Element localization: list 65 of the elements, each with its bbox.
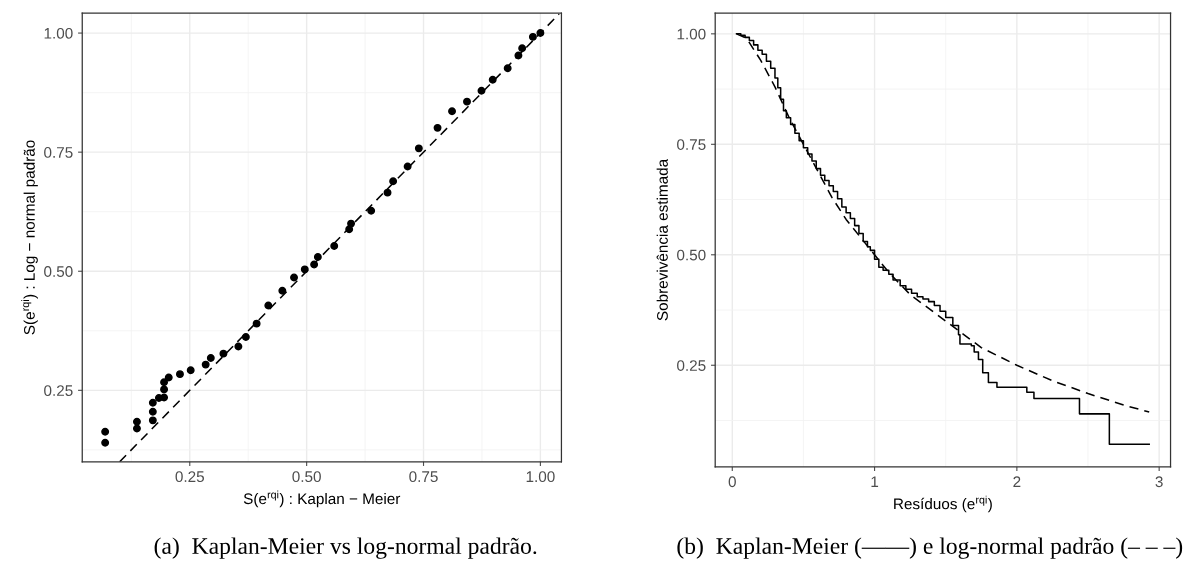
point xyxy=(518,44,527,53)
x-tick-label: 0.75 xyxy=(409,471,438,483)
text: (a) Kaplan-Meier vs log-normal padrão. xyxy=(154,537,537,559)
point xyxy=(367,206,376,215)
point xyxy=(383,188,392,197)
point xyxy=(264,301,273,310)
point xyxy=(241,333,250,341)
point xyxy=(313,253,322,261)
x-tick-label: 0 xyxy=(728,476,736,488)
y-tick-label: 1.00 xyxy=(677,28,706,40)
point xyxy=(176,370,184,379)
point xyxy=(278,286,287,295)
y-axis-title: S(e$^{rqi}$) : Log − normal padrão xyxy=(21,140,38,335)
point xyxy=(514,51,523,60)
point xyxy=(414,144,423,153)
point xyxy=(101,438,110,447)
point xyxy=(160,385,169,394)
point xyxy=(290,273,298,282)
y-tick-label: 0.25 xyxy=(44,385,73,397)
point xyxy=(186,366,195,375)
text: (b) Kaplan-Meier (——) e log-normal padrão (– – –) xyxy=(677,537,1183,559)
x-tick-label: 2 xyxy=(1013,476,1021,487)
point xyxy=(300,265,309,274)
y-tick-label: 0.50 xyxy=(677,249,706,261)
point xyxy=(528,32,537,41)
point xyxy=(488,75,497,84)
point xyxy=(160,378,169,387)
point xyxy=(403,162,412,171)
x-tick-label: 3 xyxy=(1155,476,1163,488)
point xyxy=(206,353,215,362)
x-tick-label: 1 xyxy=(871,476,879,487)
y-tick-label: 0.75 xyxy=(677,139,706,150)
point xyxy=(347,219,356,228)
point xyxy=(148,416,157,425)
x-tick-label: 0.25 xyxy=(175,471,204,483)
point xyxy=(148,407,157,416)
point xyxy=(448,107,456,116)
y-axis-title: Sobrevivência estimada xyxy=(656,158,668,321)
point xyxy=(234,342,243,351)
point xyxy=(433,123,442,132)
point xyxy=(477,86,486,95)
point xyxy=(310,260,319,269)
x-axis-title: Resíduos (e$^{rqi}$) xyxy=(894,495,992,513)
x-tick-label: 1.00 xyxy=(526,471,555,483)
point xyxy=(330,242,339,250)
point xyxy=(536,29,545,38)
point xyxy=(219,349,228,358)
x-tick-label: 0.50 xyxy=(292,471,321,483)
y-tick-label: 1.00 xyxy=(44,27,73,39)
point xyxy=(463,97,471,106)
point xyxy=(164,373,173,382)
point xyxy=(160,393,169,402)
point xyxy=(148,398,157,407)
point xyxy=(201,360,210,369)
y-tick-label: 0.25 xyxy=(677,360,706,371)
point xyxy=(389,177,398,186)
y-tick-label: 0.50 xyxy=(44,266,73,277)
point xyxy=(132,424,141,433)
x-axis-title: S(e$^{rqi}$) : Kaplan − Meier xyxy=(243,490,401,508)
point xyxy=(252,319,261,328)
point xyxy=(101,427,110,436)
point xyxy=(503,64,512,73)
point xyxy=(132,417,141,426)
point xyxy=(345,225,354,234)
y-tick-label: 0.75 xyxy=(44,147,73,158)
